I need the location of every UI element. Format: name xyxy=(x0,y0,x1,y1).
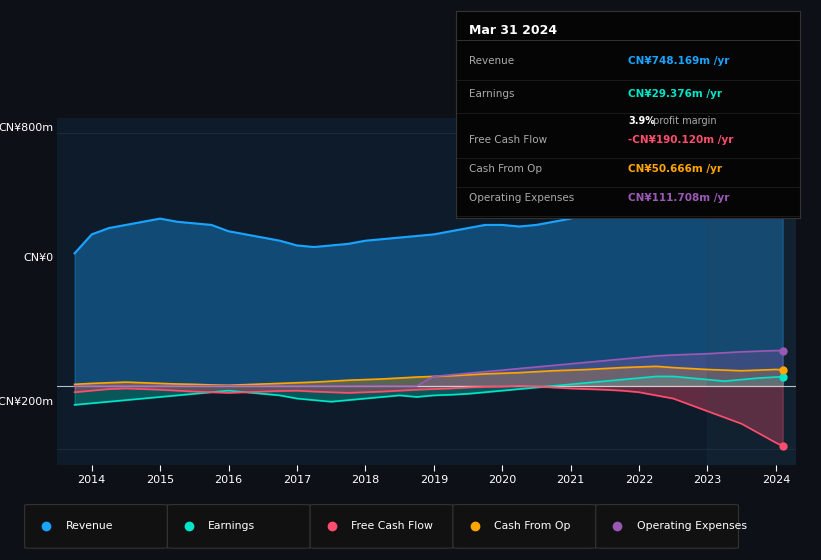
FancyBboxPatch shape xyxy=(167,505,310,548)
Text: Cash From Op: Cash From Op xyxy=(470,164,543,174)
FancyBboxPatch shape xyxy=(596,505,739,548)
Text: Earnings: Earnings xyxy=(470,89,515,99)
Text: Revenue: Revenue xyxy=(470,56,515,66)
Text: profit margin: profit margin xyxy=(650,116,717,126)
Bar xyxy=(708,118,796,465)
Text: Operating Expenses: Operating Expenses xyxy=(470,193,575,203)
Text: CN¥50.666m /yr: CN¥50.666m /yr xyxy=(628,164,722,174)
Text: Cash From Op: Cash From Op xyxy=(494,521,571,531)
Text: Free Cash Flow: Free Cash Flow xyxy=(351,521,433,531)
Text: CN¥748.169m /yr: CN¥748.169m /yr xyxy=(628,56,729,66)
Text: Revenue: Revenue xyxy=(66,521,113,531)
Text: 3.9%: 3.9% xyxy=(628,116,655,126)
Text: -CN¥190.120m /yr: -CN¥190.120m /yr xyxy=(628,134,733,144)
Text: Mar 31 2024: Mar 31 2024 xyxy=(470,24,557,36)
Text: CN¥0: CN¥0 xyxy=(24,253,54,263)
FancyBboxPatch shape xyxy=(25,505,167,548)
Text: CN¥800m: CN¥800m xyxy=(0,123,54,133)
Text: -CN¥200m: -CN¥200m xyxy=(0,396,54,407)
FancyBboxPatch shape xyxy=(453,505,596,548)
Text: CN¥29.376m /yr: CN¥29.376m /yr xyxy=(628,89,722,99)
FancyBboxPatch shape xyxy=(310,505,453,548)
Text: Operating Expenses: Operating Expenses xyxy=(636,521,746,531)
Text: Free Cash Flow: Free Cash Flow xyxy=(470,134,548,144)
Text: Earnings: Earnings xyxy=(209,521,255,531)
Text: CN¥111.708m /yr: CN¥111.708m /yr xyxy=(628,193,729,203)
